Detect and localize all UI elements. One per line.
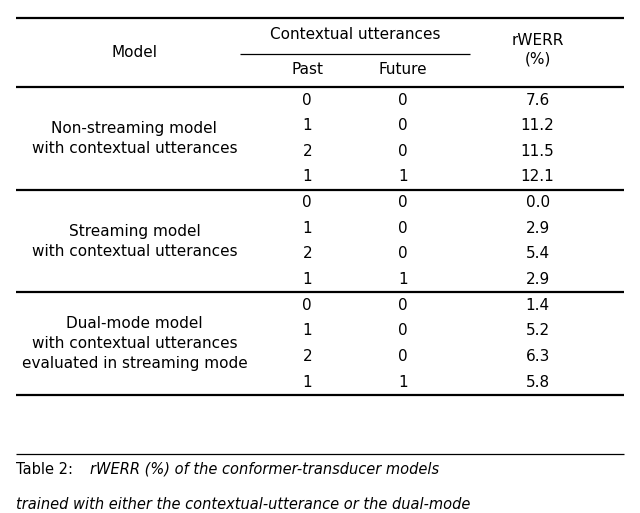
- Text: 1: 1: [302, 221, 312, 236]
- Text: Table 2:: Table 2:: [16, 462, 73, 477]
- Text: 1: 1: [398, 374, 408, 390]
- Text: 1: 1: [302, 118, 312, 133]
- Text: 7.6: 7.6: [525, 92, 550, 108]
- Text: 0: 0: [398, 92, 408, 108]
- Text: 0: 0: [398, 298, 408, 313]
- Text: 0.0: 0.0: [525, 195, 550, 210]
- Text: 0: 0: [398, 195, 408, 210]
- Text: Streaming model
with contextual utterances: Streaming model with contextual utteranc…: [31, 224, 237, 259]
- Text: 12.1: 12.1: [521, 169, 554, 185]
- Text: rWERR
(%): rWERR (%): [511, 33, 564, 67]
- Text: 5.4: 5.4: [525, 246, 550, 262]
- Text: rWERR (%) of the conformer-transducer models: rWERR (%) of the conformer-transducer mo…: [90, 462, 439, 477]
- Text: 0: 0: [398, 323, 408, 339]
- Text: Dual-mode model
with contextual utterances
evaluated in streaming mode: Dual-mode model with contextual utteranc…: [22, 317, 247, 371]
- Text: 1: 1: [302, 169, 312, 185]
- Text: 0: 0: [398, 144, 408, 159]
- Text: 11.2: 11.2: [521, 118, 554, 133]
- Text: Future: Future: [379, 62, 428, 76]
- Text: 2: 2: [302, 349, 312, 364]
- Text: 1: 1: [398, 272, 408, 287]
- Text: 5.8: 5.8: [525, 374, 550, 390]
- Text: 1: 1: [398, 169, 408, 185]
- Text: 0: 0: [302, 298, 312, 313]
- Text: 0: 0: [398, 349, 408, 364]
- Text: 2.9: 2.9: [525, 272, 550, 287]
- Text: 2: 2: [302, 144, 312, 159]
- Text: Model: Model: [111, 45, 157, 60]
- Text: 0: 0: [398, 221, 408, 236]
- Text: 0: 0: [398, 118, 408, 133]
- Text: 1: 1: [302, 272, 312, 287]
- Text: 0: 0: [302, 195, 312, 210]
- Text: Non-streaming model
with contextual utterances: Non-streaming model with contextual utte…: [31, 121, 237, 156]
- Text: 2.9: 2.9: [525, 221, 550, 236]
- Text: 1.4: 1.4: [525, 298, 550, 313]
- Text: 2: 2: [302, 246, 312, 262]
- Text: Past: Past: [291, 62, 323, 76]
- Text: 6.3: 6.3: [525, 349, 550, 364]
- Text: trained with either the contextual-utterance or the dual-mode: trained with either the contextual-utter…: [16, 497, 470, 511]
- Text: 11.5: 11.5: [521, 144, 554, 159]
- Text: 0: 0: [302, 92, 312, 108]
- Text: 1: 1: [302, 374, 312, 390]
- Text: 0: 0: [398, 246, 408, 262]
- Text: 5.2: 5.2: [525, 323, 550, 339]
- Text: 1: 1: [302, 323, 312, 339]
- Text: Contextual utterances: Contextual utterances: [270, 27, 440, 42]
